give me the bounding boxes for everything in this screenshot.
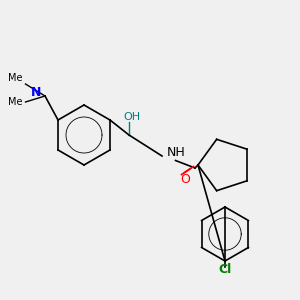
Text: O: O bbox=[180, 173, 190, 186]
Text: Cl: Cl bbox=[218, 263, 232, 276]
Text: Me: Me bbox=[8, 73, 22, 83]
Text: NH: NH bbox=[167, 146, 185, 159]
Text: Me: Me bbox=[8, 97, 22, 107]
Text: N: N bbox=[31, 86, 41, 99]
Text: OH: OH bbox=[123, 112, 141, 122]
